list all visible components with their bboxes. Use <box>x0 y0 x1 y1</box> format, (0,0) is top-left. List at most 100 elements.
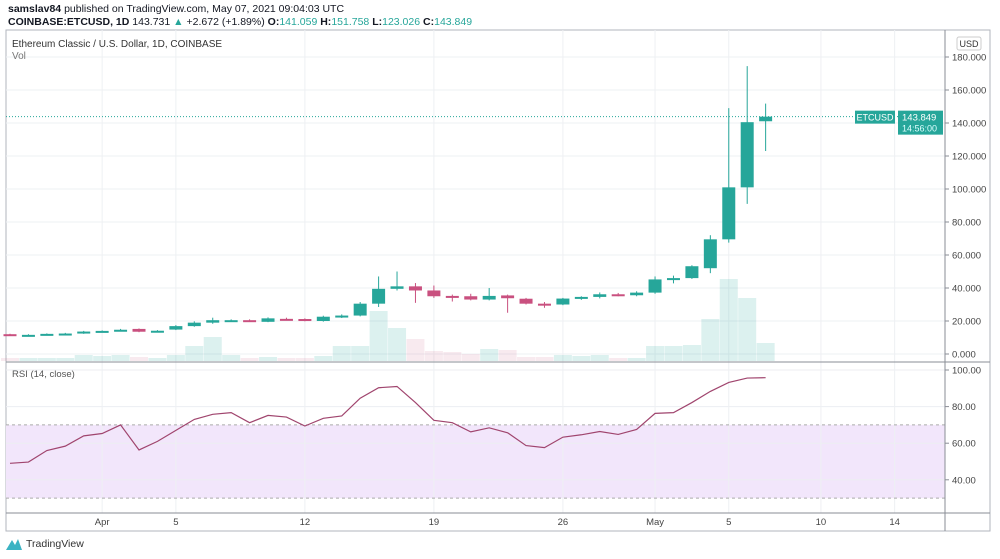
volume-bar <box>166 355 185 361</box>
candle-body <box>114 329 128 332</box>
candle-body <box>445 295 459 298</box>
volume-bar <box>443 352 462 361</box>
volume-bar <box>332 346 351 361</box>
volume-bar <box>277 358 296 361</box>
volume-bar <box>517 357 536 361</box>
candle-body <box>243 320 257 323</box>
volume-bar <box>56 358 75 361</box>
volume-bar <box>314 356 333 361</box>
brand-name: TradingView <box>26 538 84 550</box>
open-value: 141.059 <box>279 16 318 28</box>
candle-body <box>3 334 17 337</box>
candle-body <box>703 239 717 269</box>
volume-bar <box>682 345 701 361</box>
volume-bar <box>535 357 554 361</box>
volume-bar <box>646 346 665 361</box>
volume-bar <box>74 355 93 361</box>
volume-bar <box>148 358 167 361</box>
symbol-tag <box>855 110 895 124</box>
volume-bar <box>185 346 204 361</box>
time-tick-label: May <box>646 517 664 528</box>
candle-body <box>648 279 662 293</box>
volume-bar <box>756 343 775 361</box>
price-tick-label: 0.000 <box>952 350 976 361</box>
candle-body <box>95 330 109 333</box>
candle-body <box>722 187 736 240</box>
volume-bar <box>388 328 407 361</box>
published-text: published on TradingView.com, May 07, 20… <box>64 3 345 15</box>
volume-bar <box>664 346 683 361</box>
candle-body <box>372 288 386 304</box>
volume-bar <box>701 319 720 361</box>
candle-body <box>353 303 367 316</box>
volume-bar <box>351 346 370 361</box>
rsi-tick-label: 60.00 <box>952 439 976 450</box>
candle-body <box>77 331 91 334</box>
volume-bar <box>461 354 480 361</box>
candle-body <box>408 286 422 291</box>
volume-label: Vol <box>12 51 26 62</box>
triangle-up-icon: ▲ <box>173 16 184 28</box>
candle-body <box>482 295 496 300</box>
close-value: 143.849 <box>434 16 473 28</box>
price-change: +2.672 (+1.89%) <box>186 16 265 28</box>
volume-bar <box>240 358 259 361</box>
candle-body <box>298 319 312 322</box>
price-tick-label: 80.000 <box>952 218 981 229</box>
chart-frame <box>5 29 991 532</box>
candle-body <box>21 334 35 337</box>
volume-bar <box>406 339 425 361</box>
volume-bar <box>37 358 56 361</box>
volume-bar <box>111 355 130 361</box>
price-tick-label: 140.000 <box>952 119 986 130</box>
high-label: H: <box>320 16 332 28</box>
footer-brand[interactable]: TradingView <box>6 538 84 550</box>
symbol: COINBASE:ETCUSD, 1D <box>8 16 130 28</box>
symbol-tag-label: ETCUSD <box>856 113 894 123</box>
candle-body <box>335 315 349 318</box>
last-price: 143.731 <box>132 16 171 28</box>
low-label: L: <box>372 16 383 28</box>
time-tick-label: Apr <box>95 517 110 528</box>
volume-bar <box>1 358 19 361</box>
price-tick-label: 100.000 <box>952 185 986 196</box>
candle-body <box>666 278 680 281</box>
volume-bar <box>93 356 112 361</box>
low-value: 123.026 <box>382 16 421 28</box>
candle-body <box>390 286 404 289</box>
volume-bar <box>203 337 222 361</box>
volume-bar <box>498 350 517 361</box>
volume-bar <box>295 358 314 361</box>
candle-body <box>261 318 275 322</box>
time-tick-label: 10 <box>816 517 827 528</box>
currency-label: USD <box>959 39 979 49</box>
close-label: C: <box>423 16 435 28</box>
price-tick-label: 20.000 <box>952 317 981 328</box>
candle-body <box>740 122 754 188</box>
time-tick-label: 26 <box>558 517 569 528</box>
rsi-tick-label: 80.00 <box>952 402 976 413</box>
author[interactable]: samslav84 <box>8 3 62 15</box>
candle-body <box>169 326 183 330</box>
candle-body <box>630 292 644 296</box>
price-tag-countdown: 14:56:00 <box>902 124 937 134</box>
candle-body <box>187 322 201 327</box>
candle-body <box>132 328 146 332</box>
rsi-tick-label: 100.00 <box>952 366 981 377</box>
volume-bar <box>719 279 738 361</box>
price-tick-label: 180.000 <box>952 53 986 64</box>
candle-body <box>316 316 330 321</box>
candle-body <box>519 298 533 304</box>
time-tick-label: 5 <box>173 517 178 528</box>
volume-bar <box>130 357 149 361</box>
tradingview-logo-icon <box>6 539 22 550</box>
currency-button[interactable] <box>956 36 982 51</box>
rsi-title: RSI (14, close) <box>12 369 75 380</box>
volume-bar <box>553 355 572 361</box>
open-label: O: <box>267 16 280 28</box>
symbol-info: COINBASE:ETCUSD, 1D 143.731 ▲ +2.672 (+1… <box>8 16 472 28</box>
price-tick-label: 160.000 <box>952 86 986 97</box>
candle-body <box>556 298 570 305</box>
candle-body <box>464 296 478 300</box>
